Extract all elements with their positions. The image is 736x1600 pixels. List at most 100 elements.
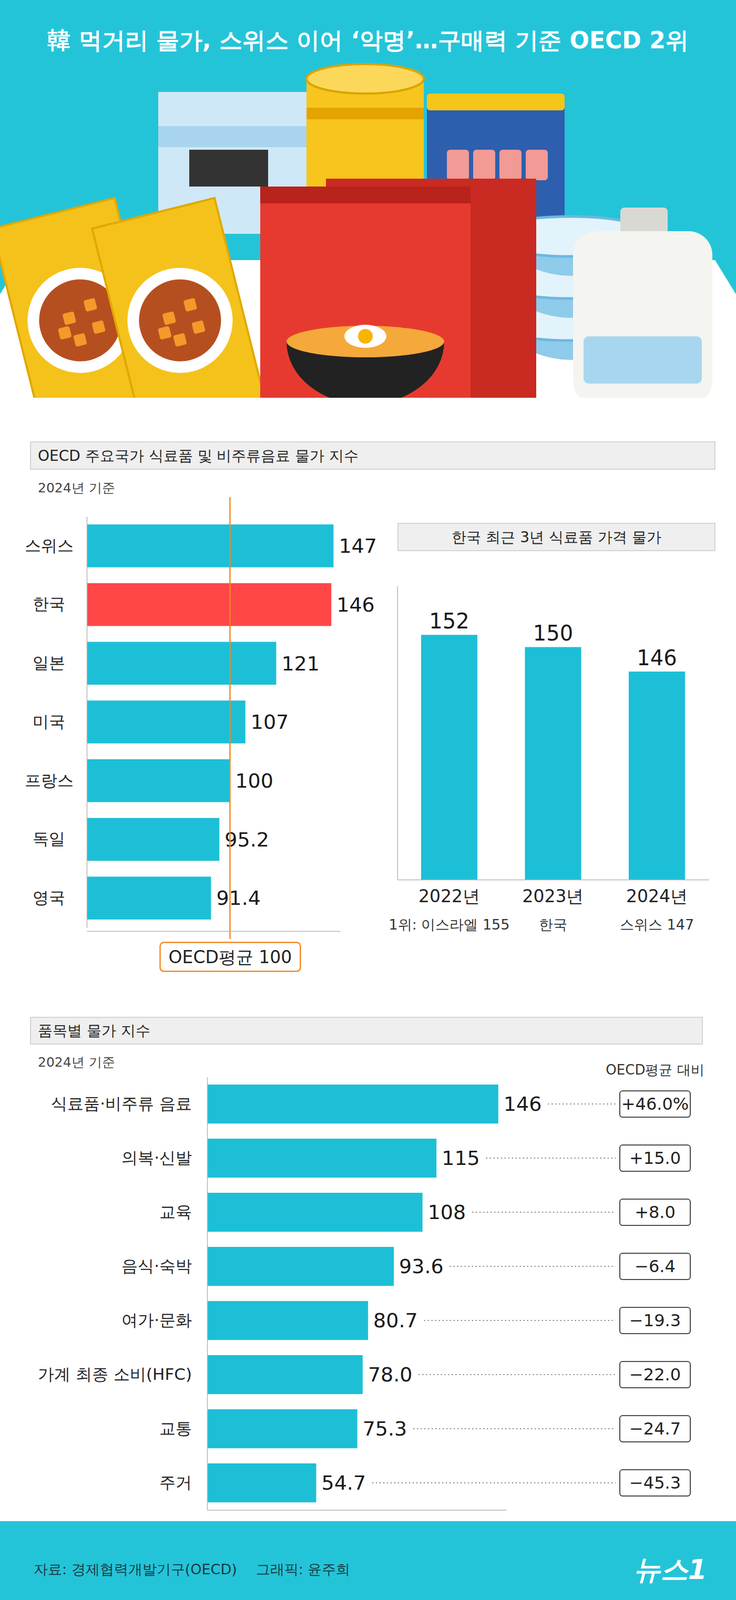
section-title: 품목별 물가 지수 xyxy=(37,1022,151,1040)
diff-box xyxy=(619,1253,691,1281)
x-axis-tick: 2023년 xyxy=(522,880,585,907)
tick-label: 의복·신발 xyxy=(121,1148,192,1168)
column-header: OECD평균 대비 xyxy=(605,1062,704,1079)
tick-label: 2024년 xyxy=(626,886,688,907)
logo: 뉴스1 xyxy=(633,1554,708,1587)
background xyxy=(0,0,736,1600)
data-label: 54.7 xyxy=(321,1472,366,1496)
panel xyxy=(0,397,736,1522)
data-label: 150 xyxy=(533,621,574,646)
bar xyxy=(207,1355,363,1395)
bar xyxy=(86,818,220,862)
illustration-shape xyxy=(62,311,77,326)
data-label: 121 xyxy=(281,652,320,676)
tick-label-box xyxy=(160,943,301,973)
y-axis-tick: 가계 최종 소비(HFC) xyxy=(37,1365,208,1385)
bars xyxy=(421,635,686,881)
bar xyxy=(86,583,332,627)
leader-line xyxy=(472,1212,616,1214)
x-axis xyxy=(207,1510,507,1512)
leader-line xyxy=(418,1374,616,1376)
bar xyxy=(628,671,686,881)
illustration-shape xyxy=(91,320,106,335)
tick-label: 한국 xyxy=(32,594,66,614)
y-axis-tick: 한국 xyxy=(32,594,87,614)
x-axis: 2022년 2023년 2024년 xyxy=(397,880,710,907)
diff-box xyxy=(619,1091,691,1118)
data-label: 93.6 xyxy=(399,1255,444,1279)
illustration-shape xyxy=(573,231,713,398)
source: 자료: 경제협력개발기구(OECD) xyxy=(33,1561,238,1579)
bars xyxy=(86,524,334,920)
tick-label: 미국 xyxy=(32,712,66,732)
page: 韓 먹거리 물가, 스위스 이어 ‘악명’…구매력 기준 OECD 2위 OECD… xyxy=(0,0,736,1600)
diff-box xyxy=(619,1416,691,1443)
x-axis-tick: OECD평균 100 xyxy=(160,931,301,973)
illustration-shape xyxy=(92,198,266,398)
illustration-group xyxy=(92,198,266,398)
tick-label: 교통 xyxy=(159,1419,192,1439)
x-axis-line xyxy=(87,931,341,933)
illustration-shape xyxy=(189,149,269,187)
y-axis: 스위스한국일본미국프랑스독일영국 xyxy=(24,517,88,929)
data-label: 95.2 xyxy=(224,828,270,852)
y-axis-line xyxy=(397,586,399,881)
data-label: 146 xyxy=(336,593,375,617)
tick-label: 영국 xyxy=(32,888,66,908)
bar xyxy=(86,642,276,686)
illustration-shape xyxy=(191,320,206,335)
y-axis-tick: 일본 xyxy=(32,653,87,673)
data-label: 146 xyxy=(503,1092,543,1117)
y-axis-tick: 프랑스 xyxy=(24,771,88,791)
headline: 韓 먹거리 물가, 스위스 이어 ‘악명’…구매력 기준 OECD 2위 xyxy=(47,26,689,54)
illustration-shape xyxy=(446,149,469,181)
illustration-shape xyxy=(161,311,177,326)
illustration-shape xyxy=(158,126,307,148)
y-axis-tick: 주거 xyxy=(159,1473,208,1493)
diff-label: +8.0 xyxy=(634,1202,676,1223)
data-label: 107 xyxy=(250,710,290,734)
subtitle: 2024년 기준 xyxy=(37,480,116,496)
diff-label: −45.3 xyxy=(629,1473,681,1494)
subtitle: 2024년 기준 xyxy=(37,1055,116,1071)
y-axis-tick: 스위스 xyxy=(24,536,88,556)
illustration-shape xyxy=(116,256,244,384)
bars xyxy=(207,1085,499,1504)
leader-line xyxy=(450,1266,616,1268)
bar xyxy=(207,1193,423,1233)
bar xyxy=(207,1409,358,1449)
bar xyxy=(524,647,581,881)
illustration-shape xyxy=(499,149,522,181)
diff-box xyxy=(619,1145,691,1172)
diff-box xyxy=(619,1307,691,1335)
credit: 그래픽: 윤주희 xyxy=(256,1561,351,1579)
x-axis: OECD평균 100 xyxy=(87,931,341,973)
x-axis-line xyxy=(207,1510,507,1512)
data-label: 91.4 xyxy=(216,886,261,911)
illustration-shape xyxy=(583,336,702,384)
leader-line xyxy=(547,1104,616,1106)
illustration-shape xyxy=(260,186,471,204)
tick-label: OECD평균 100 xyxy=(168,947,293,968)
section-title: 한국 최근 3년 식료품 가격 물가 xyxy=(451,528,661,547)
data-label: 78.0 xyxy=(368,1363,413,1387)
leader-line xyxy=(424,1320,616,1322)
bar xyxy=(207,1139,437,1179)
illustration-shape xyxy=(83,298,98,313)
tick-label: 음식·숙박 xyxy=(121,1256,192,1276)
diff-label: −19.3 xyxy=(629,1311,681,1332)
diff-label: +46.0% xyxy=(621,1094,689,1115)
y-axis-tick: 의복·신발 xyxy=(121,1148,208,1168)
diff-label: −24.7 xyxy=(629,1419,681,1440)
annotation: 1위: 이스라엘 155 xyxy=(389,916,510,934)
tick-label: 주거 xyxy=(159,1473,192,1493)
illustration-shape xyxy=(306,64,424,94)
tick-label: 독일 xyxy=(32,829,66,849)
section-title-box xyxy=(30,1017,703,1045)
annotation: 한국 xyxy=(538,916,568,934)
y-axis: 식료품·비주류 음료의복·신발교육음식·숙박여가·문화가계 최종 소비(HFC)… xyxy=(37,1077,208,1511)
x-axis-tick: 2022년 xyxy=(418,880,480,907)
data-label: 147 xyxy=(338,534,377,558)
section-title-box xyxy=(397,523,715,551)
tick-label: 가계 최종 소비(HFC) xyxy=(37,1365,192,1385)
